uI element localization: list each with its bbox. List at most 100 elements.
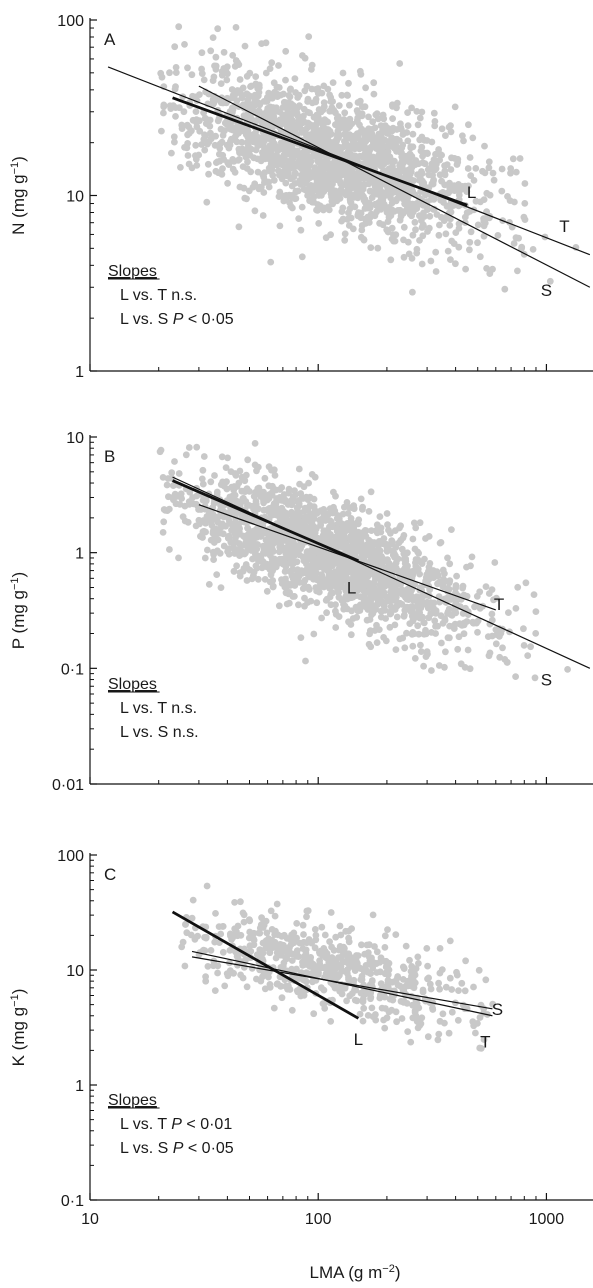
scatter-point: [327, 170, 335, 178]
scatter-point: [171, 458, 178, 465]
scatter-point: [274, 144, 282, 151]
scatter-point: [387, 194, 394, 202]
scatter-point: [406, 150, 414, 158]
scatter-point: [226, 121, 234, 129]
scatter-point: [469, 134, 477, 142]
scatter-point: [418, 133, 426, 141]
scatter-point: [352, 179, 359, 186]
scatter-point: [307, 155, 314, 163]
scatter-point: [348, 120, 356, 128]
scatter-point: [460, 137, 467, 145]
scatter-point: [430, 109, 438, 117]
scatter-point: [289, 204, 296, 212]
scatter-point: [485, 158, 493, 166]
scatter-point: [302, 507, 309, 515]
scatter-point: [254, 541, 261, 549]
scatter-point: [442, 132, 449, 140]
scatter-point: [335, 588, 342, 596]
scatter-point: [259, 955, 266, 963]
scatter-point: [258, 914, 265, 922]
y-axis-label-close: ): [9, 572, 28, 578]
scatter-point: [244, 91, 252, 98]
scatter-point: [520, 642, 528, 649]
scatter-point: [175, 554, 182, 562]
scatter-point: [383, 510, 391, 517]
scatter-point: [223, 485, 231, 493]
scatter-point: [410, 984, 418, 992]
scatter-point: [298, 203, 306, 211]
scatter-point: [530, 591, 538, 598]
scatter-point: [262, 496, 269, 504]
scatter-point: [369, 964, 377, 972]
scatter-point: [215, 169, 222, 177]
scatter-point: [532, 608, 540, 615]
scatter-point: [206, 122, 214, 130]
scatter-point: [310, 503, 318, 511]
scatter-point: [430, 205, 438, 213]
scatter-point: [309, 198, 316, 206]
scatter-point: [236, 572, 244, 580]
scatter-point: [182, 451, 190, 459]
scatter-point: [409, 535, 417, 543]
scatter-point: [359, 998, 367, 1006]
scatter-point: [253, 82, 261, 89]
scatter-point: [511, 198, 518, 206]
scatter-point: [485, 164, 493, 172]
scatter-point: [529, 246, 537, 253]
y-axis-label: N (mg g−1): [9, 156, 28, 235]
scatter-point: [444, 554, 451, 562]
scatter-point: [315, 167, 323, 175]
scatter-point: [371, 124, 379, 132]
scatter-point: [394, 974, 401, 982]
scatter-point: [254, 168, 262, 176]
scatter-point: [300, 105, 308, 113]
scatter-point: [211, 534, 219, 542]
scatter-point: [200, 135, 208, 143]
scatter-point: [521, 180, 529, 187]
scatter-point: [341, 236, 349, 244]
scatter-point: [293, 947, 301, 955]
scatter-point: [239, 163, 247, 171]
stats-row: L vs. T n.s.: [120, 700, 197, 717]
scatter-point: [327, 518, 335, 526]
scatter-point: [388, 127, 396, 135]
scatter-point: [327, 974, 334, 982]
scatter-point: [424, 650, 431, 658]
scatter-point: [372, 527, 380, 534]
scatter-point: [333, 525, 341, 533]
scatter-point: [320, 139, 328, 147]
scatter-point: [231, 550, 239, 557]
scatter-point: [229, 92, 237, 99]
scatter-point: [288, 182, 296, 190]
scatter-point: [328, 943, 335, 951]
scatter-point: [250, 568, 258, 576]
scatter-point: [424, 975, 431, 983]
scatter-point: [464, 646, 472, 654]
scatter-point: [372, 1016, 380, 1024]
scatter-point: [381, 932, 389, 940]
scatter-point: [233, 528, 241, 536]
scatter-point: [294, 504, 301, 511]
scatter-point: [429, 1004, 436, 1012]
scatter-point: [423, 137, 431, 144]
scatter-point: [409, 567, 417, 575]
scatter-point: [219, 923, 227, 930]
scatter-point: [273, 900, 281, 908]
scatter-point: [481, 142, 488, 150]
scatter-point: [419, 988, 427, 996]
scatter-point: [442, 648, 449, 656]
scatter-point: [384, 228, 392, 236]
scatter-point: [278, 484, 286, 491]
scatter-point: [363, 157, 371, 165]
scatter-point: [380, 589, 388, 596]
scatter-point: [474, 628, 481, 636]
scatter-point: [289, 153, 297, 161]
scatter-point: [320, 99, 328, 106]
scatter-point: [414, 953, 422, 961]
scatter-point: [274, 90, 281, 98]
scatter-point: [209, 548, 217, 556]
scatter-point: [294, 94, 302, 101]
scatter-point: [384, 181, 391, 189]
scatter-point: [172, 113, 179, 120]
scatter-point: [158, 127, 165, 135]
